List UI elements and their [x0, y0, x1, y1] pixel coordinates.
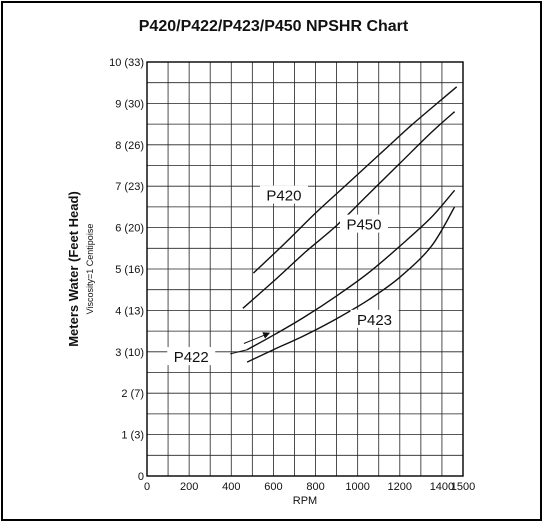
pointer-arrow	[243, 332, 271, 344]
x-tick-label: 0	[144, 481, 150, 493]
y-tick-label: 0	[138, 471, 144, 483]
label-bg	[350, 309, 399, 328]
curve-label: P420	[266, 188, 301, 205]
x-tick-label: 1400	[430, 481, 454, 493]
y-tick-label: 8 (26)	[115, 140, 144, 152]
label-bg	[339, 214, 388, 233]
labels: P420 P450 P423 P422	[167, 185, 399, 366]
x-axis-label: RPM	[293, 495, 317, 507]
grid	[147, 62, 463, 476]
curve-label: P422	[174, 349, 209, 366]
label-bg	[259, 185, 308, 204]
series-line-p423	[246, 206, 456, 363]
x-tick-label: 400	[222, 481, 240, 493]
y-tick-label: 3 (10)	[115, 347, 144, 359]
y-axis-sublabel: Viscosity=1 Centipoise	[85, 224, 95, 315]
y-axis-label: Meters Water (Feet Head)	[66, 191, 81, 347]
y-tick-label: 1 (3)	[121, 430, 144, 442]
y-tick-label: 2 (7)	[121, 388, 144, 400]
plot-border	[146, 61, 464, 477]
x-tick-label: 200	[180, 481, 198, 493]
y-tick-label: 6 (20)	[115, 223, 144, 235]
series-line-p422	[246, 189, 456, 351]
x-tick-label: 1200	[388, 481, 412, 493]
x-tick-label: 800	[306, 481, 324, 493]
curve-label: P450	[346, 217, 381, 234]
x-tick-label: 1500	[451, 481, 475, 493]
chart-title: P420/P422/P423/P450 NPSHR Chart	[138, 18, 409, 35]
y-tick-label: 7 (23)	[115, 181, 144, 193]
y-tick-label: 9 (30)	[115, 98, 144, 110]
series-lines	[242, 86, 458, 363]
x-tick-label: 1000	[345, 481, 369, 493]
curve-label: P423	[357, 312, 392, 329]
series-line-p450	[242, 111, 456, 309]
pointer-line	[230, 349, 248, 355]
series-line-p420	[252, 86, 458, 274]
y-tick-label: 5 (16)	[115, 264, 144, 276]
y-tick-label: 10 (33)	[109, 57, 144, 69]
x-tick-label: 600	[264, 481, 282, 493]
y-tick-label: 4 (13)	[115, 305, 144, 317]
label-bg	[167, 347, 216, 366]
